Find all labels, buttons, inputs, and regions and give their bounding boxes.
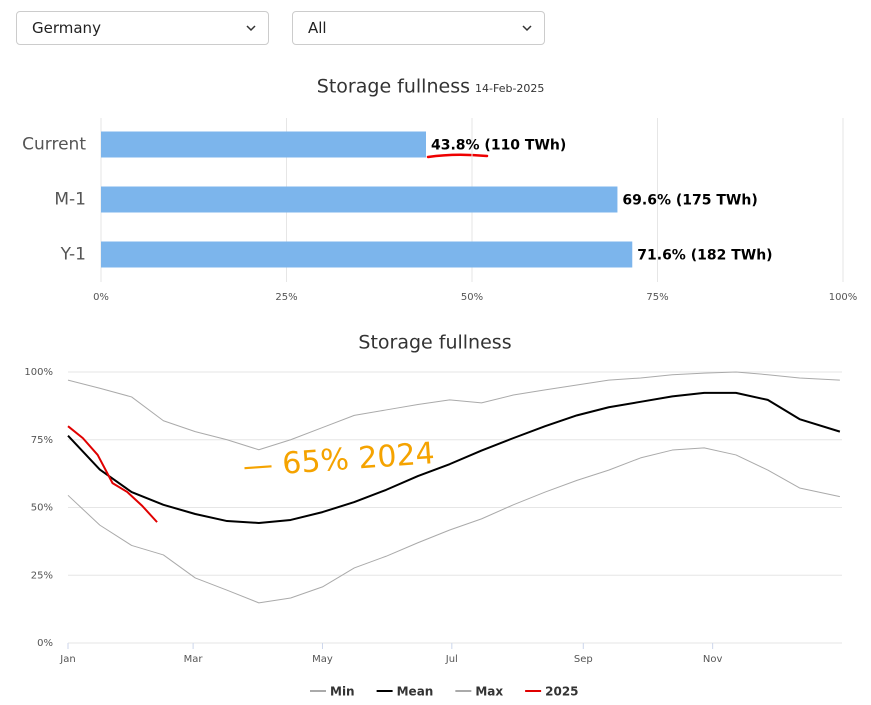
x-tick-label: Jul	[445, 654, 458, 665]
category-label: Current	[22, 135, 86, 155]
bar	[101, 186, 618, 213]
y-tick-label: 50%	[31, 503, 53, 514]
legend-label: Min	[330, 685, 355, 699]
legend-label: 2025	[545, 685, 578, 699]
data-label: 71.6% (182 TWh)	[637, 248, 772, 264]
handwritten-underline	[426, 153, 489, 159]
y-tick-label: 25%	[31, 570, 53, 581]
legend-label: Max	[475, 685, 503, 699]
y-tick-label: 100%	[24, 367, 53, 378]
chart-title: Storage fullness	[358, 332, 511, 354]
x-tick-label: May	[312, 654, 333, 665]
chevron	[246, 25, 256, 32]
type-select[interactable]: All	[292, 11, 545, 45]
y-tick-label: 75%	[31, 435, 53, 446]
series-line	[67, 391, 841, 524]
x-tick-label: 0%	[93, 292, 109, 303]
data-label: 43.8% (110 TWh)	[431, 138, 566, 154]
legend-label: Mean	[397, 685, 434, 699]
select-value: All	[308, 19, 327, 37]
x-tick-label: Nov	[703, 654, 723, 665]
x-tick-label: Mar	[184, 654, 204, 665]
bar	[101, 241, 633, 268]
x-tick-label: Jan	[59, 654, 75, 665]
handwritten-annotation: — 65% 2024	[242, 436, 436, 484]
bar	[101, 131, 426, 158]
series-line	[67, 447, 840, 604]
chart-subtitle: 14-Feb-2025	[475, 82, 544, 95]
x-tick-label: Sep	[574, 654, 593, 665]
chart-title: Storage fullness	[317, 76, 470, 98]
select-value: Germany	[32, 19, 101, 37]
x-tick-label: 75%	[646, 292, 668, 303]
country-select[interactable]: Germany	[16, 11, 269, 45]
chevron	[522, 25, 532, 32]
x-tick-label: 50%	[461, 292, 483, 303]
series-line	[67, 371, 840, 451]
data-label: 69.6% (175 TWh)	[622, 193, 757, 209]
category-label: Y-1	[60, 245, 86, 265]
series-line	[67, 425, 158, 523]
x-tick-label: 100%	[829, 292, 858, 303]
x-tick-label: 25%	[275, 292, 297, 303]
category-label: M-1	[54, 190, 86, 210]
y-tick-label: 0%	[37, 638, 53, 649]
